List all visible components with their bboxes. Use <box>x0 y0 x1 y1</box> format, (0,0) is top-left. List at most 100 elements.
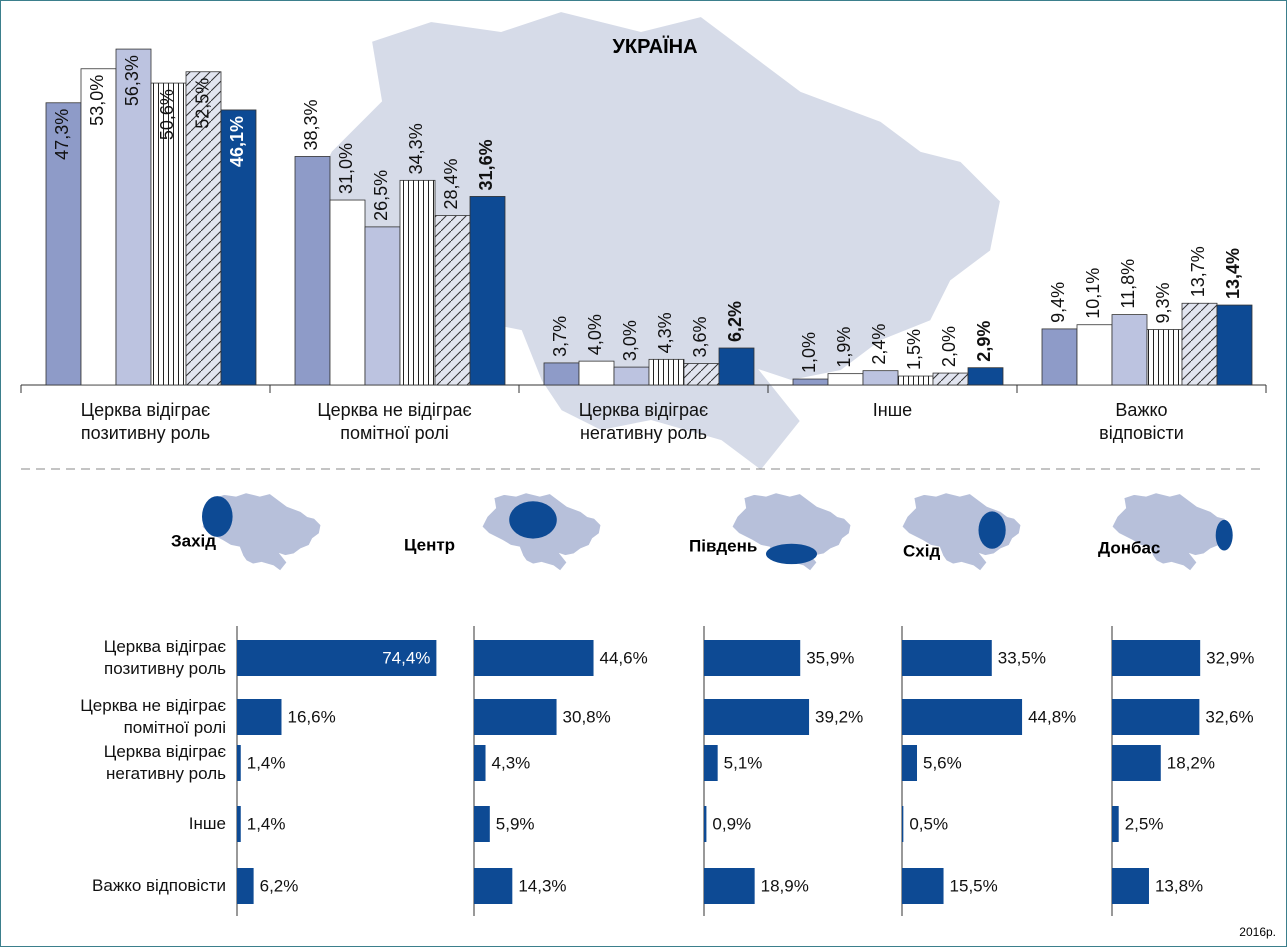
data-label: 4,3% <box>655 312 675 353</box>
bar <box>1112 806 1119 842</box>
footnote: 2016р. <box>1239 925 1276 939</box>
bar <box>897 375 934 386</box>
data-label: 50,6% <box>157 89 177 140</box>
bar <box>648 358 685 386</box>
bar <box>237 640 437 676</box>
bar <box>474 640 594 676</box>
bar <box>683 363 720 386</box>
data-label: 32,9% <box>1206 648 1254 667</box>
bar <box>704 745 718 781</box>
bar <box>474 745 486 781</box>
data-label: 3,0% <box>620 320 640 361</box>
bar <box>237 868 254 904</box>
chart-title: УКРАЇНА <box>612 35 697 58</box>
data-label: 13,4% <box>1223 248 1243 299</box>
bar <box>115 48 152 386</box>
data-label: 11,8% <box>1118 259 1138 309</box>
data-label: 6,2% <box>260 876 299 895</box>
bar <box>45 102 82 386</box>
data-label: 2,5% <box>1125 814 1164 833</box>
bar <box>294 156 331 386</box>
bar <box>704 806 707 842</box>
bar <box>578 360 615 386</box>
bar <box>399 179 436 386</box>
data-label: 38,3% <box>301 99 321 150</box>
panel-title: Захід <box>171 531 216 550</box>
bar <box>902 699 1023 735</box>
bar <box>237 745 241 781</box>
bar <box>237 699 282 735</box>
data-label: 13,8% <box>1155 876 1203 895</box>
x-tick-label: Церква не відіграє помітної ролі <box>317 400 472 444</box>
y-tick-label: Важко відповісти <box>92 876 226 895</box>
x-tick-label: Важко відповісти <box>1099 400 1184 444</box>
data-label: 34,3% <box>406 123 426 174</box>
data-label: 52,5% <box>192 78 212 129</box>
bar <box>704 640 801 676</box>
region-maps <box>201 492 1233 572</box>
bar <box>862 370 899 386</box>
x-tick-label: Церква відіграє позитивну роль <box>80 400 211 444</box>
data-label: 30,8% <box>563 707 611 726</box>
data-label: 1,5% <box>904 329 924 370</box>
data-label: 3,6% <box>690 316 710 357</box>
data-label: 5,9% <box>496 814 535 833</box>
data-label: 74,4% <box>382 648 430 667</box>
data-label: 6,2% <box>725 301 745 342</box>
bar <box>329 199 366 386</box>
bar <box>613 366 650 386</box>
data-label: 3,7% <box>550 316 570 357</box>
data-label: 18,9% <box>761 876 809 895</box>
data-label: 16,6% <box>287 707 335 726</box>
bar <box>902 745 918 781</box>
data-label: 15,5% <box>950 876 998 895</box>
data-label: 47,3% <box>52 109 72 160</box>
bar <box>1111 314 1148 386</box>
bar <box>1181 302 1218 386</box>
bar <box>932 372 969 386</box>
bar <box>185 71 222 386</box>
bar <box>1112 745 1161 781</box>
bar <box>1041 328 1078 386</box>
bar <box>237 806 241 842</box>
data-label: 1,4% <box>247 753 286 772</box>
bar <box>434 215 471 386</box>
data-label: 4,3% <box>492 753 531 772</box>
bar <box>1076 324 1113 386</box>
data-label: 39,2% <box>815 707 863 726</box>
bar <box>543 362 580 386</box>
bar <box>792 378 829 386</box>
data-label: 56,3% <box>122 55 142 106</box>
panel-title: Центр <box>404 535 455 554</box>
data-label: 35,9% <box>806 648 854 667</box>
bar <box>902 806 904 842</box>
bar <box>1112 640 1201 676</box>
data-label: 5,6% <box>923 753 962 772</box>
data-label: 33,5% <box>998 648 1046 667</box>
data-label: 2,4% <box>869 324 889 365</box>
bar <box>704 699 810 735</box>
x-tick-label: Інше <box>872 400 913 420</box>
bar <box>1146 329 1183 386</box>
bar <box>474 806 490 842</box>
x-tick-label: Церква відіграє негативну роль <box>578 400 709 444</box>
data-label: 0,9% <box>712 814 751 833</box>
data-label: 14,3% <box>518 876 566 895</box>
bar <box>718 347 755 386</box>
data-label: 18,2% <box>1167 753 1215 772</box>
bar <box>1112 699 1200 735</box>
data-label: 9,3% <box>1153 282 1173 323</box>
panel-title: Південь <box>689 536 757 555</box>
data-label: 31,0% <box>336 143 356 194</box>
bar <box>902 640 992 676</box>
panel-title: Донбас <box>1098 538 1160 557</box>
data-label: 0,5% <box>909 814 948 833</box>
panel-title: Схід <box>903 541 940 560</box>
bar <box>967 367 1004 386</box>
bar <box>469 196 506 386</box>
data-label: 26,5% <box>371 170 391 221</box>
bar <box>704 868 755 904</box>
data-label: 46,1% <box>227 116 247 167</box>
